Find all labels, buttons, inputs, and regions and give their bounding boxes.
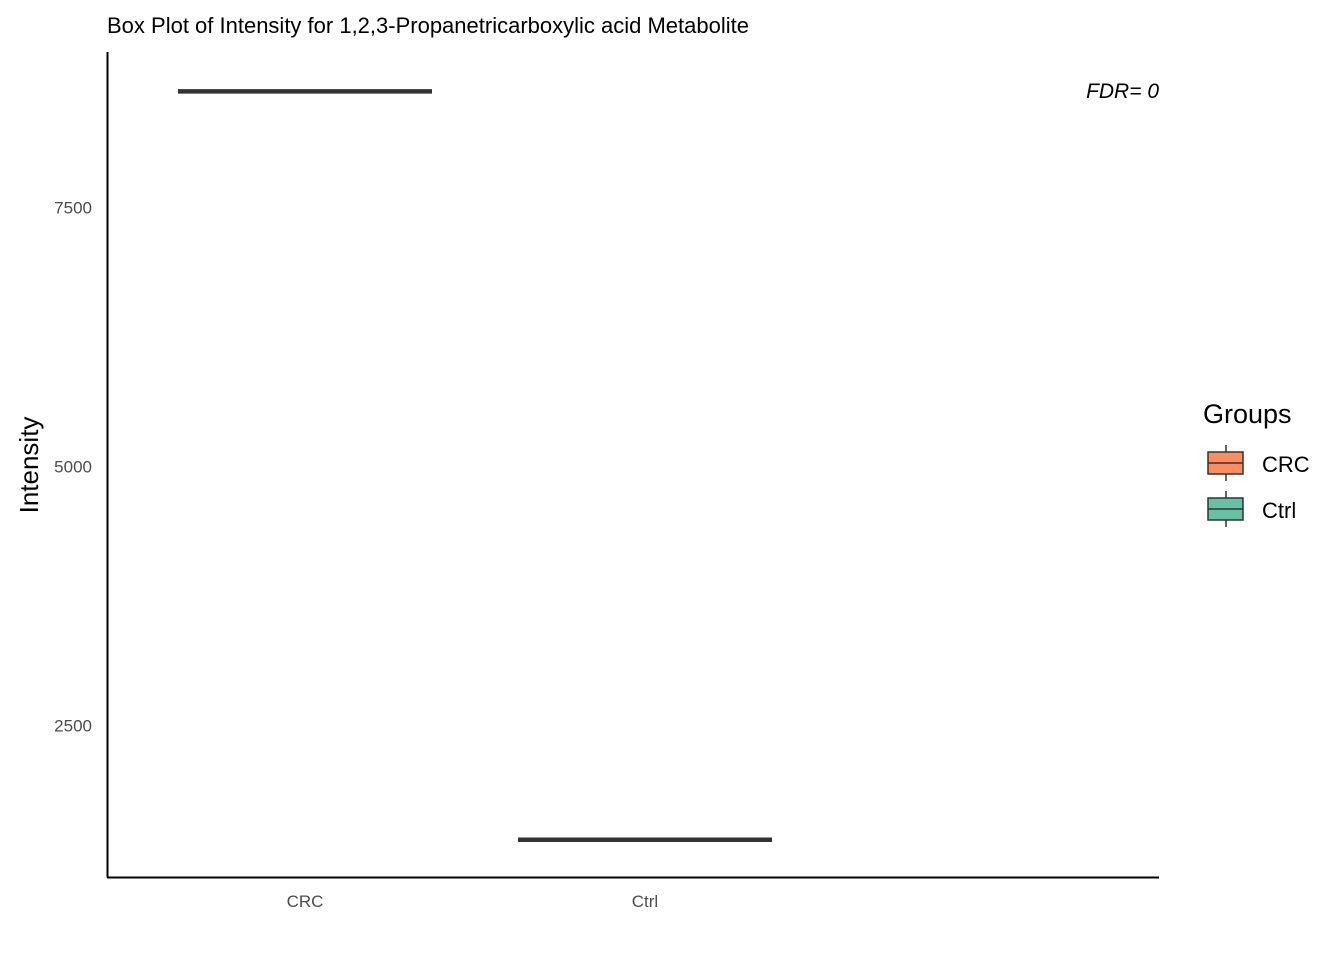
- legend-items: CRC Ctrl: [1207, 445, 1310, 527]
- y-tick-label: 2500: [54, 717, 92, 736]
- chart-title: Box Plot of Intensity for 1,2,3-Propanet…: [107, 13, 749, 38]
- legend-title: Groups: [1203, 399, 1292, 429]
- y-tick-label: 5000: [54, 458, 92, 477]
- y-tick-label: 7500: [54, 198, 92, 217]
- x-tick-label: Ctrl: [632, 892, 658, 911]
- fdr-annotation: FDR= 0: [1086, 80, 1159, 103]
- plot-area: [178, 89, 772, 842]
- legend-item-crc: CRC: [1207, 445, 1310, 481]
- legend-item-ctrl: Ctrl: [1207, 491, 1296, 527]
- legend-label: Ctrl: [1262, 498, 1296, 523]
- legend: Groups CRC Ctrl: [1203, 399, 1310, 527]
- y-axis-title: Intensity: [14, 417, 44, 514]
- y-axis-ticks: 2500 5000 7500: [54, 198, 92, 735]
- x-tick-label: CRC: [287, 892, 324, 911]
- x-axis-ticks: CRC Ctrl: [287, 892, 659, 911]
- legend-label: CRC: [1262, 452, 1310, 477]
